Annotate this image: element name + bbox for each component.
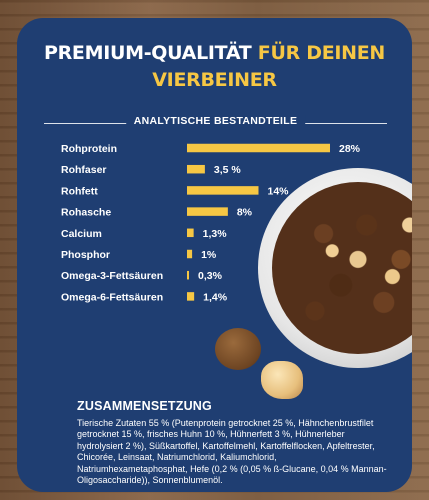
bar	[187, 164, 205, 174]
bar	[187, 186, 259, 195]
category-label: Rohfett	[61, 185, 98, 197]
kibble-piece-image	[215, 328, 261, 370]
category-label: Phosphor	[61, 249, 110, 261]
section-header: ANALYTISCHE BESTANDTEILE	[44, 115, 387, 131]
nutrient-bar-chart: Rohprotein 28% Rohfaser 3,5 % Rohfett 14% Roha…	[61, 143, 361, 303]
bar	[187, 270, 189, 280]
composition-line: Chicorée, Leinsaat, Natriumchlorid, Kali…	[77, 452, 277, 463]
category-label: Omega-3-Fettsäuren	[61, 270, 163, 282]
bar	[187, 249, 193, 259]
composition-line: Oligosaccharide)), Sonnenblumenöl.	[77, 475, 223, 486]
info-panel: PREMIUM-QUALITÄT FÜR DEINEN VIERBEINER A…	[17, 18, 412, 492]
category-label: Rohprotein	[61, 143, 117, 155]
composition-line: getrocknet 15 %, frisches Huhn 10 %, Hüh…	[77, 429, 345, 440]
value-label: 1%	[201, 249, 217, 261]
category-label: Omega-6-Fettsäuren	[61, 291, 163, 303]
category-label: Rohfaser	[61, 164, 107, 176]
composition-title: ZUSAMMENSETZUNG	[77, 399, 212, 413]
category-label: Rohasche	[61, 207, 111, 219]
title-part-yellow: FÜR DEINEN	[257, 42, 386, 64]
bar	[187, 292, 195, 301]
page-title: PREMIUM-QUALITÄT FÜR DEINEN VIERBEINER	[17, 40, 412, 94]
kibble-in-bowl-image	[272, 182, 412, 354]
composition-text: Tierische Zutaten 55 % (Putenprotein get…	[77, 418, 412, 486]
value-label: 1,3%	[203, 228, 228, 240]
meat-piece-image	[261, 361, 303, 399]
bar	[187, 207, 228, 216]
category-label: Calcium	[61, 228, 102, 240]
value-label: 28%	[339, 143, 361, 155]
value-label: 3,5 %	[214, 164, 242, 176]
value-label: 0,3%	[198, 270, 223, 282]
composition-line: hydrolysiert 2 %), Süßkartoffel, Kartoff…	[77, 440, 375, 451]
composition-line: Natriumhexametaphosphat, Hefe (0,2 % (0,…	[77, 463, 387, 474]
title-line-2: VIERBEINER	[152, 69, 277, 91]
value-label: 8%	[237, 207, 253, 219]
section-title: ANALYTISCHE BESTANDTEILE	[125, 115, 306, 127]
value-label: 1,4%	[203, 291, 228, 303]
bar	[187, 143, 330, 153]
value-label: 14%	[268, 185, 290, 197]
bar	[187, 228, 194, 238]
composition-line: Tierische Zutaten 55 % (Putenprotein get…	[77, 418, 374, 428]
title-part-white: PREMIUM-QUALITÄT	[43, 42, 258, 64]
